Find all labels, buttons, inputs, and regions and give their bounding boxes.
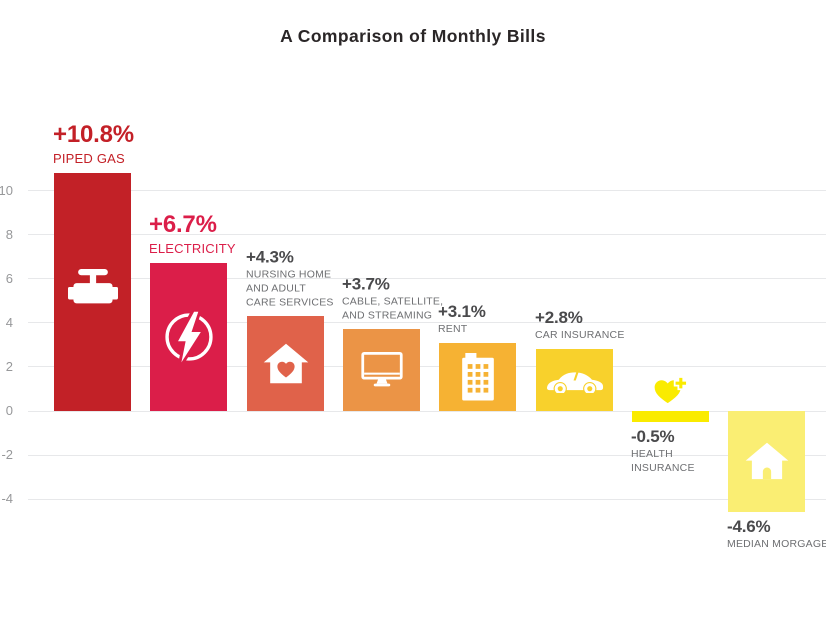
bar-caption: HEALTH INSURANCE <box>631 448 695 474</box>
y-axis-label-2: 2 <box>5 358 13 374</box>
gridline--2 <box>28 454 826 456</box>
bar-cable-satellite-and-streaming <box>343 329 420 411</box>
gridline-8 <box>28 234 826 236</box>
bar-value-label: -4.6% <box>727 517 771 537</box>
bar-nursing-home-and-adult-care-services <box>247 316 324 411</box>
building-icon <box>459 353 497 401</box>
bar-rent <box>439 342 516 411</box>
bar-caption: CABLE, SATELLITE, AND STREAMING <box>342 295 444 322</box>
y-axis-label-8: 8 <box>5 226 13 242</box>
house-icon <box>745 442 789 481</box>
monitor-icon <box>360 352 404 388</box>
bar-label-median-morgage: -4.6% MEDIAN MORGAGE <box>727 518 826 552</box>
gridline--4 <box>28 498 826 500</box>
bar-value-label: +3.7% <box>342 274 390 294</box>
bar-label-car-insurance: +2.8% CAR INSURANCE <box>535 309 625 343</box>
chart-title: A Comparison of Monthly Bills <box>280 26 546 46</box>
y-axis-label-4: 4 <box>5 314 13 330</box>
bar-label-rent: +3.1% RENT <box>438 303 486 337</box>
bar-value-label: +10.8% <box>53 120 134 148</box>
y-axis-label-6: 6 <box>5 270 13 286</box>
bar-caption: CAR INSURANCE <box>535 329 625 342</box>
heart-plus-icon <box>653 376 689 410</box>
car-icon <box>544 368 606 393</box>
lightning-bolt-icon <box>162 310 216 365</box>
bar-label-piped-gas: +10.8% PIPED GAS <box>53 120 134 167</box>
bar-label-health-insurance: -0.5% HEALTH INSURANCE <box>631 428 695 476</box>
y-axis-label-10: 10 <box>0 182 13 198</box>
bar-caption: MEDIAN MORGAGE <box>727 538 826 551</box>
gridline-6 <box>28 278 826 280</box>
house-heart-icon <box>263 343 309 385</box>
bar-label-nursing-home-and-adult-care-services: +4.3% NURSING HOME AND ADULT CARE SERVICES <box>246 249 334 311</box>
bar-value-label: +6.7% <box>149 211 217 239</box>
bar-label-electricity: +6.7% ELECTRICITY <box>149 213 236 257</box>
bar-car-insurance <box>536 349 613 411</box>
gridline-4 <box>28 322 826 324</box>
y-axis-label--2: -2 <box>1 447 13 463</box>
gridline-2 <box>28 366 826 368</box>
bar-value-label: +2.8% <box>535 308 583 328</box>
bar-electricity <box>150 263 227 411</box>
bar-caption: PIPED GAS <box>53 150 125 166</box>
bar-health-insurance <box>632 411 709 423</box>
y-axis-label--4: -4 <box>1 491 13 507</box>
bar-caption: ELECTRICITY <box>149 241 236 257</box>
gas-valve-icon <box>67 269 118 314</box>
bar-label-cable-satellite-and-streaming: +3.7% CABLE, SATELLITE, AND STREAMING <box>342 276 443 324</box>
bar-caption: NURSING HOME AND ADULT CARE SERVICES <box>246 268 334 309</box>
bar-value-label: -0.5% <box>631 427 675 447</box>
gridline-10 <box>28 190 826 191</box>
bar-value-label: +3.1% <box>438 301 486 321</box>
bar-caption: RENT <box>438 322 468 335</box>
bar-piped-gas <box>54 172 131 411</box>
bar-median-morgage <box>728 411 805 513</box>
bar-value-label: +4.3% <box>246 247 294 267</box>
y-axis-label-0: 0 <box>5 403 13 418</box>
gridline-0 <box>28 410 826 412</box>
